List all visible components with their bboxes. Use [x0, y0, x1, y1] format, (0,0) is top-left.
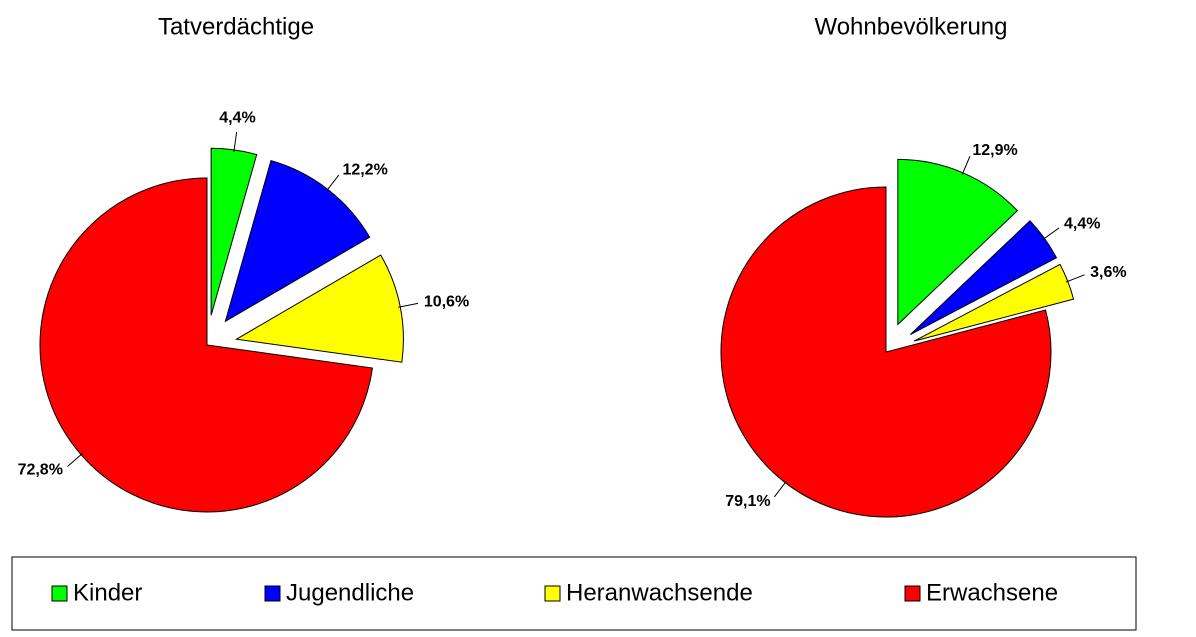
leader-line: [326, 174, 340, 192]
value-label: 79,1%: [725, 493, 770, 510]
legend-label: Erwachsene: [926, 579, 1058, 606]
legend-swatch: [264, 585, 281, 602]
legend-swatch: [51, 585, 68, 602]
leader-line: [67, 452, 83, 467]
value-label: 72,8%: [18, 462, 63, 479]
value-label: 3,6%: [1090, 264, 1126, 281]
legend-label: Jugendliche: [286, 579, 414, 606]
legend-label: Heranwachsende: [566, 579, 753, 606]
value-label: 4,4%: [219, 109, 255, 126]
legend-box: [11, 556, 1137, 631]
value-label: 10,6%: [424, 293, 469, 310]
leader-line: [233, 131, 238, 152]
legend-swatch: [544, 585, 561, 602]
value-label: 12,2%: [342, 162, 387, 179]
leader-line: [1065, 274, 1085, 283]
legend-swatch: [904, 585, 921, 602]
pie-slice: [720, 186, 1052, 518]
leader-line: [1042, 227, 1060, 240]
leader-line: [961, 156, 971, 175]
leader-line: [398, 302, 419, 308]
chart-title: Wohnbevölkerung: [814, 13, 1007, 40]
leader-line: [773, 480, 787, 498]
legend-label: Kinder: [73, 579, 142, 606]
value-label: 4,4%: [1064, 216, 1100, 233]
value-label: 12,9%: [972, 142, 1017, 159]
chart-title: Tatverdächtige: [158, 13, 314, 40]
